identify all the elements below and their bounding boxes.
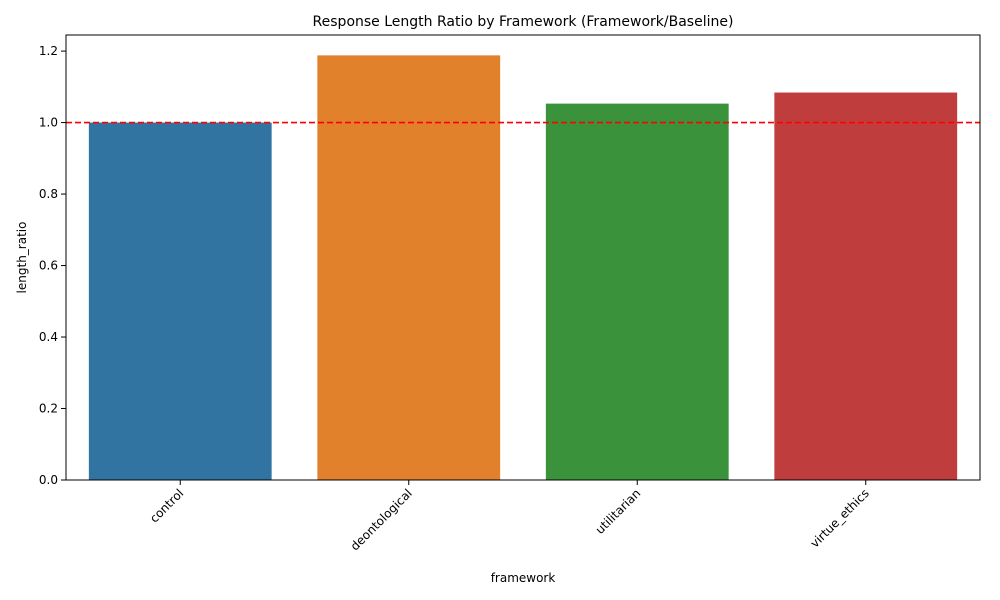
y-tick-label: 0.4 [39,330,58,344]
x-tick-label-deontological: deontological [348,486,415,553]
x-axis-label: framework [491,571,556,585]
y-tick-label: 1.0 [39,116,58,130]
y-tick-label: 0.8 [39,187,58,201]
chart-title: Response Length Ratio by Framework (Fram… [313,14,734,30]
x-tick-label-utilitarian: utilitarian [593,486,644,537]
y-tick-label: 0.0 [39,473,58,487]
bar-deontological [317,55,501,480]
x-tick-label-control: control [147,486,186,525]
y-tick-label: 0.6 [39,259,58,273]
y-tick-label: 0.2 [39,402,58,416]
y-tick-label: 1.2 [39,44,58,58]
plot-frame [65,34,981,481]
bar-control [88,122,272,480]
x-ticks-layer: control deontological utilitarian virtue_et… [147,480,872,553]
y-axis-label: length_ratio [15,222,29,294]
x-tick-label-virtue-ethics: virtue_ethics [808,486,872,550]
axes-layer [65,34,981,481]
bar-virtue-ethics [774,92,958,480]
y-ticks-layer: 0.0 0.2 0.4 0.6 0.8 1.0 1.2 [39,44,66,487]
bar-utilitarian [545,103,729,481]
bars-layer [88,55,958,481]
